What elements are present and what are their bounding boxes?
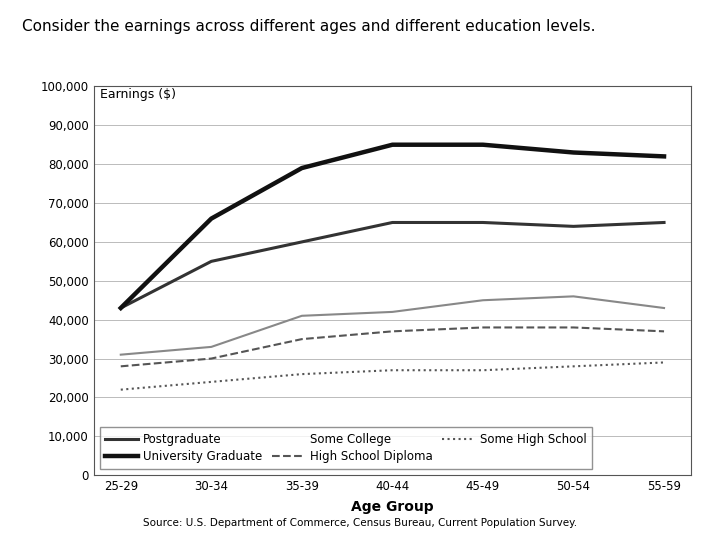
Text: Source: U.S. Department of Commerce, Census Bureau, Current Population Survey.: Source: U.S. Department of Commerce, Cen… [143,518,577,528]
Legend: Postgraduate, University Graduate, Some College, High School Diploma, Some High : Postgraduate, University Graduate, Some … [99,427,593,469]
X-axis label: Age Group: Age Group [351,500,433,514]
Text: Consider the earnings across different ages and different education levels.: Consider the earnings across different a… [22,19,595,34]
Text: Earnings ($): Earnings ($) [99,89,176,102]
